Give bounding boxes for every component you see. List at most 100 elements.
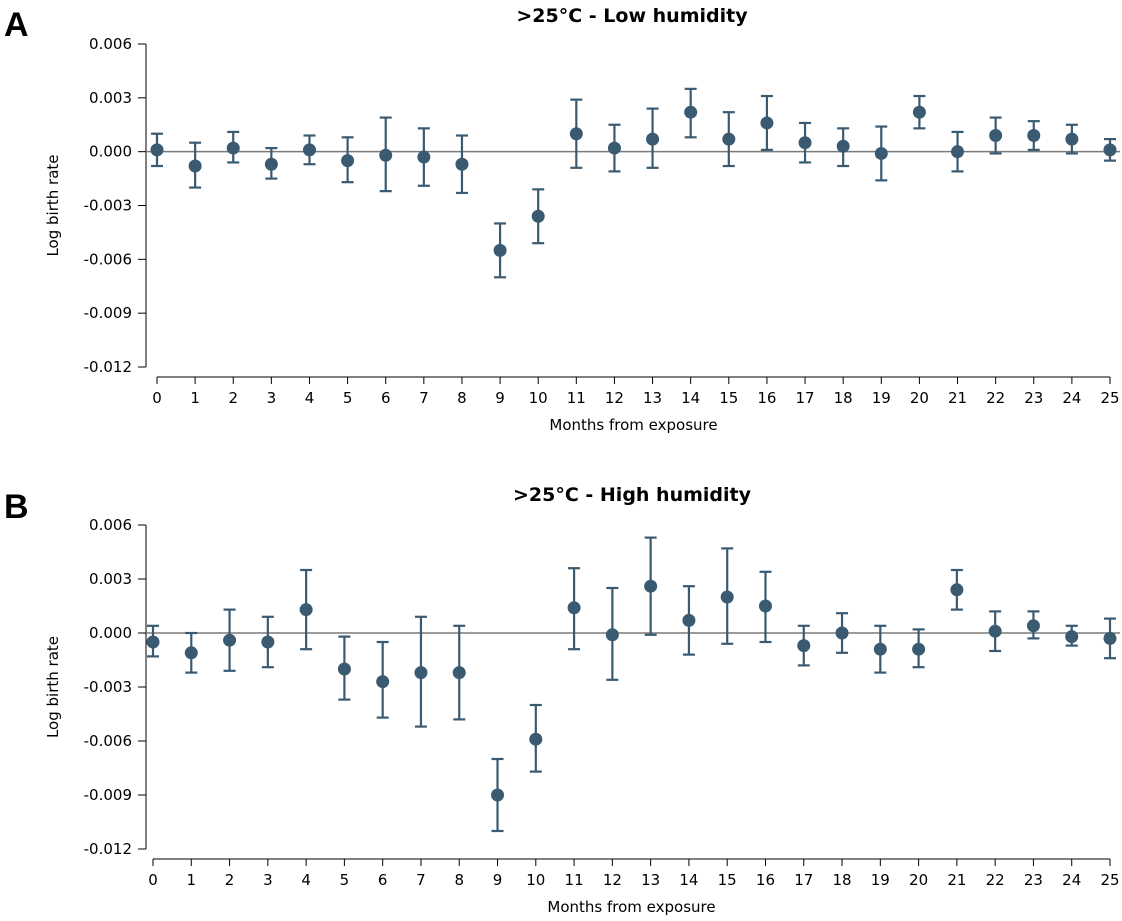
y-tick-label: -0.006 xyxy=(84,732,132,750)
x-tick-label: 3 xyxy=(267,389,277,407)
data-point xyxy=(379,148,393,162)
y-axis-label: Log birth rate xyxy=(44,154,62,256)
y-tick-label: 0.003 xyxy=(89,570,132,588)
data-point xyxy=(644,579,658,593)
x-tick-label: 13 xyxy=(643,389,662,407)
y-tick-label: 0.003 xyxy=(89,89,132,107)
x-tick-label: 25 xyxy=(1100,389,1119,407)
data-point xyxy=(873,642,887,656)
x-tick-label: 12 xyxy=(605,389,624,407)
data-point xyxy=(1027,129,1041,143)
x-tick-label: 12 xyxy=(603,871,622,889)
x-tick-label: 22 xyxy=(986,871,1005,889)
x-tick-label: 1 xyxy=(190,389,200,407)
x-tick-label: 15 xyxy=(718,871,737,889)
panel-letter: B xyxy=(4,488,29,526)
data-point xyxy=(874,146,888,160)
data-point xyxy=(760,116,774,130)
data-point xyxy=(989,129,1003,143)
data-point xyxy=(988,624,1002,638)
x-tick-label: 10 xyxy=(526,871,545,889)
x-tick-label: 14 xyxy=(679,871,698,889)
data-point xyxy=(682,613,696,627)
chart-title: >25°C - High humidity xyxy=(513,484,752,506)
x-axis-label: Months from exposure xyxy=(547,898,715,916)
x-tick-label: 14 xyxy=(681,389,700,407)
y-axis-label: Log birth rate xyxy=(44,636,62,738)
x-tick-label: 6 xyxy=(378,871,388,889)
x-tick-label: 0 xyxy=(152,389,162,407)
x-tick-label: 18 xyxy=(832,871,851,889)
x-tick-label: 13 xyxy=(641,871,660,889)
data-point xyxy=(1103,143,1117,157)
y-tick-label: -0.009 xyxy=(84,304,132,322)
data-point xyxy=(569,127,583,141)
data-point xyxy=(150,143,164,157)
data-point xyxy=(950,583,964,597)
chart-panel-a: A >25°C - Low humidity 0.006 0.003 0.000 -0.0… xyxy=(4,5,1120,434)
y-tick-label: -0.003 xyxy=(84,678,132,696)
x-tick-label: 20 xyxy=(909,871,928,889)
data-point xyxy=(417,150,431,164)
data-point xyxy=(722,132,736,146)
x-tick-label: 11 xyxy=(567,389,586,407)
data-point xyxy=(455,157,469,171)
y-tick-label: -0.012 xyxy=(84,840,132,858)
data-point xyxy=(188,159,202,173)
data-point xyxy=(1103,631,1117,645)
data-point xyxy=(337,662,351,676)
x-tick-label: 11 xyxy=(565,871,584,889)
data-point xyxy=(302,143,316,157)
data-point xyxy=(798,136,812,150)
x-tick-label: 3 xyxy=(263,871,273,889)
data-point xyxy=(341,154,355,168)
data-point xyxy=(491,788,505,802)
y-tick-label: 0.000 xyxy=(89,143,132,161)
x-tick-label: 0 xyxy=(148,871,158,889)
x-tick-label: 17 xyxy=(794,871,813,889)
data-point xyxy=(684,105,698,119)
data-point xyxy=(912,642,926,656)
data-point xyxy=(452,666,466,680)
x-tick-label: 17 xyxy=(795,389,814,407)
y-tick-label: -0.009 xyxy=(84,786,132,804)
x-tick-label: 7 xyxy=(419,389,429,407)
y-tick-label: 0.006 xyxy=(89,35,132,53)
data-point xyxy=(264,157,278,171)
x-tick-label: 21 xyxy=(948,389,967,407)
data-point xyxy=(493,243,507,257)
data-point xyxy=(797,639,811,653)
data-point xyxy=(529,732,543,746)
x-tick-label: 9 xyxy=(495,389,505,407)
x-tick-label: 4 xyxy=(305,389,315,407)
x-tick-label: 20 xyxy=(910,389,929,407)
x-tick-label: 23 xyxy=(1024,389,1043,407)
chart-title: >25°C - Low humidity xyxy=(516,5,748,27)
x-axis-label: Months from exposure xyxy=(549,416,717,434)
x-tick-label: 19 xyxy=(872,389,891,407)
x-tick-label: 21 xyxy=(947,871,966,889)
panel-letter: A xyxy=(4,6,29,44)
data-point xyxy=(567,601,581,615)
x-tick-label: 5 xyxy=(340,871,350,889)
data-point xyxy=(836,139,850,153)
data-point xyxy=(605,628,619,642)
data-point xyxy=(951,145,965,159)
x-tick-label: 8 xyxy=(454,871,464,889)
data-point xyxy=(146,635,160,649)
x-tick-label: 25 xyxy=(1100,871,1119,889)
y-tick-label: -0.003 xyxy=(84,197,132,215)
x-tick-label: 24 xyxy=(1062,389,1081,407)
x-tick-label: 22 xyxy=(986,389,1005,407)
x-tick-label: 10 xyxy=(529,389,548,407)
x-tick-label: 23 xyxy=(1024,871,1043,889)
x-tick-label: 5 xyxy=(343,389,353,407)
data-point xyxy=(720,590,734,604)
data-point xyxy=(912,105,926,119)
x-tick-label: 1 xyxy=(187,871,197,889)
y-tick-label: -0.012 xyxy=(84,358,132,376)
x-tick-label: 24 xyxy=(1062,871,1081,889)
data-point xyxy=(758,599,772,613)
